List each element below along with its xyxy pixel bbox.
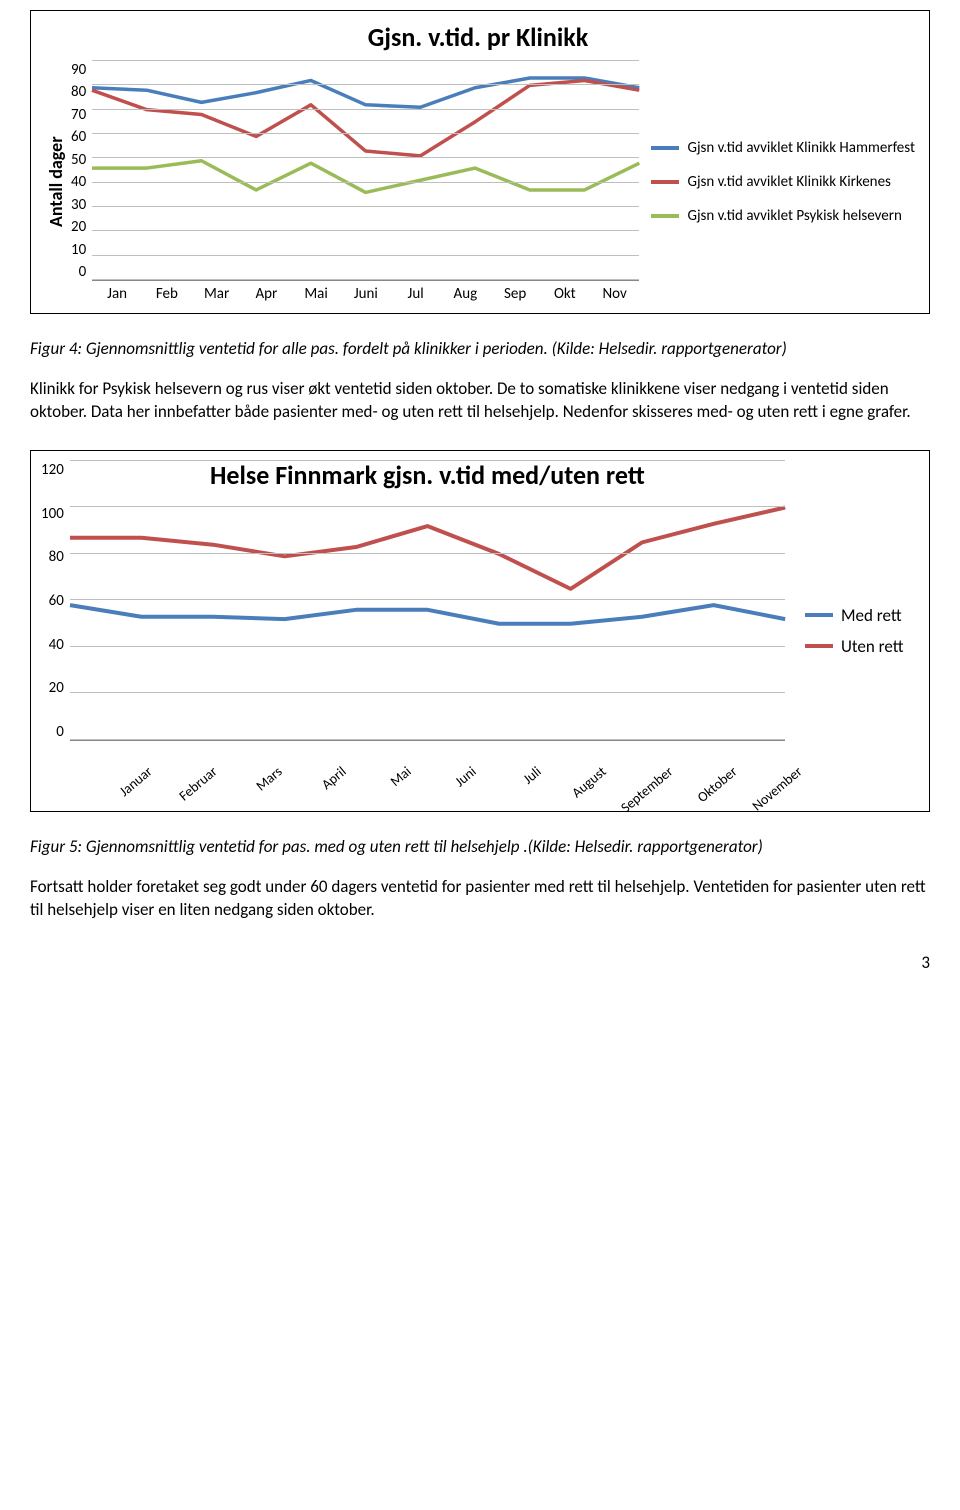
y-tick: 30 — [71, 196, 86, 214]
legend-item: Gjsn v.tid avviklet Klinikk Kirkenes — [651, 173, 915, 191]
legend-item: Gjsn v.tid avviklet Psykisk helsevern — [651, 207, 915, 225]
legend-swatch — [651, 180, 679, 184]
x-tick: Okt — [540, 285, 590, 303]
y-tick: 90 — [71, 61, 86, 79]
chart-1: Gjsn. v.tid. pr Klinikk Antall dager 0 10… — [30, 10, 930, 314]
y-tick: 50 — [71, 151, 86, 169]
x-tick: Mai — [291, 285, 341, 303]
legend-label: Uten rett — [841, 636, 915, 657]
y-tick: 80 — [41, 548, 64, 566]
chart-2-plot — [70, 461, 785, 741]
y-tick: 120 — [41, 461, 64, 479]
chart-1-x-ticks: JanFebMarAprMaiJuniJulAugSepOktNov — [92, 281, 639, 303]
x-tick: Apr — [241, 285, 291, 303]
y-tick: 70 — [71, 106, 86, 124]
y-tick: 20 — [41, 679, 64, 697]
y-tick: 0 — [41, 723, 64, 741]
legend-swatch — [805, 613, 833, 617]
legend-item: Uten rett — [805, 636, 915, 657]
x-tick: Aug — [440, 285, 490, 303]
x-tick: Jan — [92, 285, 142, 303]
chart-2-y-ticks: 0 20 40 60 80 100 120 — [41, 461, 70, 741]
chart-1-body: Antall dager 0102030405060708090 JanFebM… — [41, 61, 915, 303]
page-number: 3 — [30, 952, 930, 973]
paragraph-2: Fortsatt holder foretaket seg godt under… — [30, 876, 930, 922]
chart-2: 0 20 40 60 80 100 120 Helse Finnmark gjsn. v.t… — [30, 450, 930, 812]
y-tick: 80 — [71, 83, 86, 101]
y-tick: 60 — [41, 592, 64, 610]
y-tick: 100 — [41, 505, 64, 523]
chart-2-x-ticks: JanuarFebruarMarsAprilMaiJuniJuliAugustS… — [70, 741, 785, 801]
legend-swatch — [805, 644, 833, 648]
legend-label: Gjsn v.tid avviklet Psykisk helsevern — [687, 207, 915, 225]
y-tick: 20 — [71, 218, 86, 236]
chart-1-y-ticks: 0 10 20 30 40 50 60 70 80 90 — [71, 61, 92, 281]
x-tick: Jul — [391, 285, 441, 303]
legend-swatch — [651, 146, 679, 150]
legend-label: Gjsn v.tid avviklet Klinikk Hammerfest — [687, 139, 915, 157]
x-tick: Nov — [590, 285, 640, 303]
figure-5-caption: Figur 5: Gjennomsnittlig ventetid for pa… — [30, 836, 930, 858]
legend-swatch — [651, 214, 679, 218]
chart-1-plot-wrap: JanFebMarAprMaiJuniJulAugSepOktNov — [92, 61, 639, 303]
legend-item: Med rett — [805, 605, 915, 626]
legend-label: Med rett — [841, 605, 915, 626]
chart-1-plot — [92, 61, 639, 281]
x-tick: Juni — [341, 285, 391, 303]
figure-4-caption: Figur 4: Gjennomsnittlig ventetid for al… — [30, 338, 930, 360]
chart-2-body: 0 20 40 60 80 100 120 Helse Finnmark gjsn. v.t… — [41, 461, 915, 801]
chart-1-title: Gjsn. v.tid. pr Klinikk — [41, 21, 915, 53]
y-tick: 40 — [71, 173, 86, 191]
x-tick: Mar — [192, 285, 242, 303]
chart-1-y-label: Antall dager — [41, 61, 71, 303]
paragraph-1: Klinikk for Psykisk helsevern og rus vis… — [30, 378, 930, 424]
y-tick: 10 — [71, 241, 86, 259]
y-tick: 40 — [41, 636, 64, 654]
chart-2-title: Helse Finnmark gjsn. v.tid med/uten rett — [70, 459, 785, 491]
legend-item: Gjsn v.tid avviklet Klinikk Hammerfest — [651, 139, 915, 157]
chart-1-legend: Gjsn v.tid avviklet Klinikk Hammerfest Gj… — [639, 61, 915, 303]
chart-2-plot-wrap: Helse Finnmark gjsn. v.tid med/uten rett… — [70, 461, 785, 801]
x-tick: Sep — [490, 285, 540, 303]
y-tick: 0 — [71, 263, 86, 281]
chart-2-legend: Med rett Uten rett — [785, 461, 915, 801]
y-tick: 60 — [71, 128, 86, 146]
legend-label: Gjsn v.tid avviklet Klinikk Kirkenes — [687, 173, 915, 191]
x-tick: Feb — [142, 285, 192, 303]
